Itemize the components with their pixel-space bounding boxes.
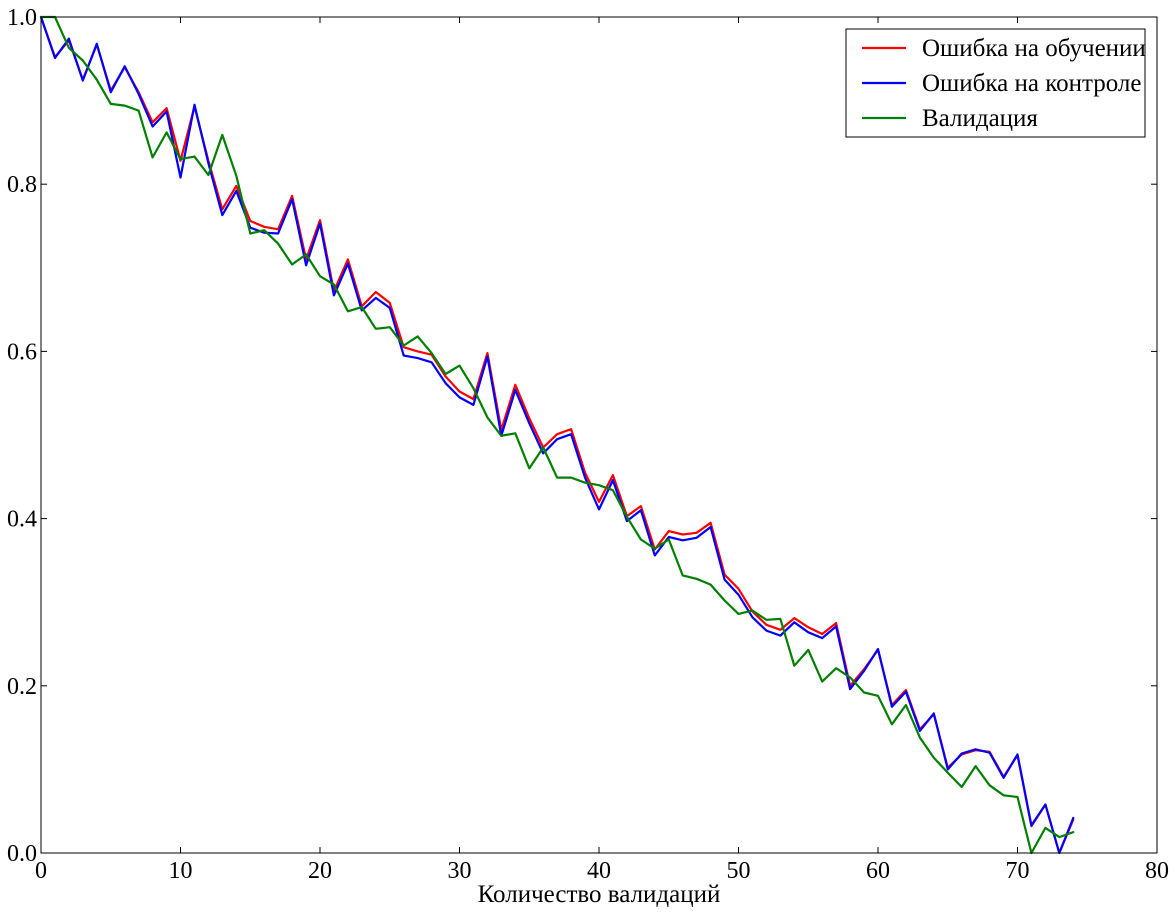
x-tick-label: 20 [308, 858, 332, 884]
x-tick-label: 30 [448, 858, 472, 884]
plot-area [41, 17, 1157, 853]
x-tick-label: 60 [866, 858, 890, 884]
series-layer [39, 15, 1075, 855]
x-tick-label: 80 [1145, 858, 1169, 884]
x-tick-label: 10 [169, 858, 193, 884]
legend: Ошибка на обучении Ошибка на контроле Вали… [845, 28, 1146, 138]
legend-label-1: Ошибка на обучении [922, 35, 1146, 62]
x-axis-label: Количество валидаций [478, 881, 721, 908]
y-tick-label: 1.0 [7, 5, 37, 31]
x-tick-label: 70 [1006, 858, 1030, 884]
series-line-2 [39, 15, 1075, 855]
x-tick-label: 40 [587, 858, 611, 884]
x-tick-label: 50 [727, 858, 751, 884]
y-tick-label: 0.6 [7, 339, 37, 365]
y-tick-label: 0.0 [7, 841, 37, 867]
y-tick-label: 0.2 [7, 674, 37, 700]
legend-label-2: Ошибка на контроле [922, 70, 1141, 97]
plot-frame [40, 16, 1158, 854]
x-tick-label: 0 [35, 858, 47, 884]
y-tick-label: 0.8 [7, 172, 37, 198]
tick-labels-layer: 0 10 20 30 40 50 60 70 80 0.0 0.2 0.4 0.6 0.8 1.0 [7, 5, 1169, 884]
series-line-3 [39, 15, 1075, 855]
legend-label-3: Валидация [922, 105, 1038, 132]
y-tick-label: 0.4 [7, 507, 37, 533]
